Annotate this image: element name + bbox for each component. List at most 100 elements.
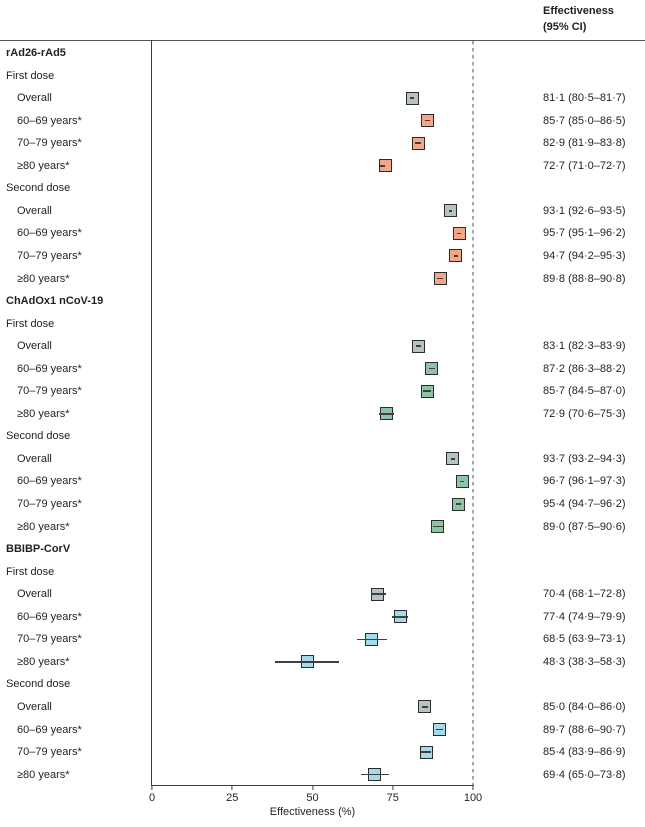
point-estimate-marker <box>378 159 392 173</box>
row-label: 70–79 years* <box>17 385 82 398</box>
row-label: 70–79 years* <box>17 249 82 262</box>
x-axis-title: Effectiveness (%) <box>269 806 356 818</box>
ci-line <box>436 728 444 731</box>
ci-line <box>460 480 465 483</box>
x-tick-label: 25 <box>226 792 239 804</box>
row-label: 70–79 years* <box>17 746 82 759</box>
ci-line <box>370 593 386 595</box>
x-tick-label: 0 <box>148 792 156 804</box>
row-label: 70–79 years* <box>17 633 82 646</box>
ci-line <box>416 345 422 347</box>
effectiveness-value: 89·7 (88·6–90·7) <box>543 723 626 736</box>
row-label: 60–69 years* <box>17 610 82 623</box>
ci-line <box>449 210 453 212</box>
row-label: 60–69 years* <box>17 475 82 488</box>
effectiveness-value: 96·7 (96·1–97·3) <box>543 475 626 488</box>
ci-line <box>410 97 415 99</box>
y-axis-line <box>151 40 153 785</box>
ci-line <box>457 232 461 235</box>
row-label: ≥80 years* <box>17 520 70 533</box>
row-label: Overall <box>17 452 52 465</box>
ci-line <box>423 390 432 393</box>
row-label: First dose <box>6 317 55 330</box>
x-tick <box>151 785 153 790</box>
row-label: 70–79 years* <box>17 137 82 150</box>
x-tick <box>392 785 394 790</box>
row-label: First dose <box>6 565 55 578</box>
ci-line <box>378 413 394 415</box>
row-label: Second dose <box>6 678 71 691</box>
top-rule <box>0 40 645 41</box>
row-label: ≥80 years* <box>17 407 70 420</box>
effectiveness-value: 48·3 (38·3–58·3) <box>543 655 626 668</box>
ci-line <box>414 142 421 144</box>
col-header-line1: Effectiveness <box>543 5 614 17</box>
ci-line <box>421 751 431 753</box>
effectiveness-value: 85·7 (85·0–86·5) <box>543 114 626 127</box>
ci-line <box>379 164 386 167</box>
effectiveness-value: 85·7 (84·5–87·0) <box>543 385 626 398</box>
effectiveness-value: 83·1 (82·3–83·9) <box>543 340 626 353</box>
x-tick-label: 50 <box>306 792 319 804</box>
ci-line <box>454 255 458 257</box>
row-label: 60–69 years* <box>17 723 82 736</box>
row-label: 60–69 years* <box>17 227 82 240</box>
effectiveness-value: 69·4 (65·0–73·8) <box>543 768 626 781</box>
row-label: 70–79 years* <box>17 498 82 510</box>
reference-line-100-icon <box>472 41 474 785</box>
effectiveness-value: 70·4 (68·1–72·8) <box>543 588 626 601</box>
ci-line <box>455 503 461 505</box>
effectiveness-value: 72·7 (71·0–72·7) <box>543 159 626 172</box>
ci-line <box>437 277 444 280</box>
effectiveness-value: 82·9 (81·9–83·8) <box>543 137 626 150</box>
effectiveness-value: 89·0 (87·5–90·6) <box>543 520 626 533</box>
row-label: BBIBP-CorV <box>6 543 71 556</box>
effectiveness-value: 85·4 (83·9–86·9) <box>543 746 626 759</box>
ci-line <box>424 119 430 122</box>
effectiveness-value: 95·4 (94·7–96·2) <box>543 498 626 510</box>
row-label: Overall <box>17 588 52 601</box>
ci-line <box>360 773 389 776</box>
row-label: ≥80 years* <box>17 159 70 172</box>
effectiveness-value: 93·1 (92·6–93·5) <box>543 204 626 217</box>
ci-line <box>274 661 340 663</box>
row-label: Second dose <box>6 182 71 195</box>
row-label: ≥80 years* <box>17 768 70 781</box>
effectiveness-value: 77·4 (74·9–79·9) <box>543 610 626 623</box>
effectiveness-value: 85·0 (84·0–86·0) <box>543 700 626 713</box>
row-label: ≥80 years* <box>17 272 70 285</box>
effectiveness-value: 95·7 (95·1–96·2) <box>543 227 626 240</box>
ci-line <box>432 525 443 528</box>
effectiveness-value: 81·1 (80·5–81·7) <box>543 92 626 105</box>
row-label: Overall <box>17 700 52 713</box>
x-tick <box>231 785 233 790</box>
x-tick <box>311 785 314 790</box>
ci-line <box>451 458 455 460</box>
effectiveness-value: 89·8 (88·8–90·8) <box>543 272 626 285</box>
row-label: ChAdOx1 nCoV-19 <box>6 295 104 308</box>
row-label: First dose <box>6 69 55 82</box>
x-tick <box>472 785 474 790</box>
row-label: 60–69 years* <box>17 362 82 375</box>
row-label: 60–69 years* <box>17 114 82 127</box>
effectiveness-value: 94·7 (94·2–95·3) <box>543 249 626 262</box>
x-tick-label: 100 <box>463 792 483 804</box>
effectiveness-value: 72·9 (70·6–75·3) <box>543 407 626 420</box>
ci-line <box>421 706 429 708</box>
ci-line <box>392 615 409 618</box>
effectiveness-value: 68·5 (63·9–73·1) <box>543 633 626 646</box>
col-header-line2: (95% CI) <box>543 21 587 33</box>
row-label: ≥80 years* <box>17 655 70 668</box>
effectiveness-value: 93·7 (93·2–94·3) <box>543 452 626 465</box>
row-label: Overall <box>17 204 52 217</box>
row-label: Overall <box>17 340 52 353</box>
row-label: rAd26-rAd5 <box>6 47 66 59</box>
ci-line <box>357 638 387 641</box>
effectiveness-column-header: Effectiveness (95% CI) <box>543 3 614 35</box>
effectiveness-value: 87·2 (86·3–88·2) <box>543 362 626 375</box>
row-label: Second dose <box>6 430 71 443</box>
x-tick-label: 75 <box>386 792 399 804</box>
row-label: Overall <box>17 92 52 105</box>
ci-line <box>429 367 436 370</box>
